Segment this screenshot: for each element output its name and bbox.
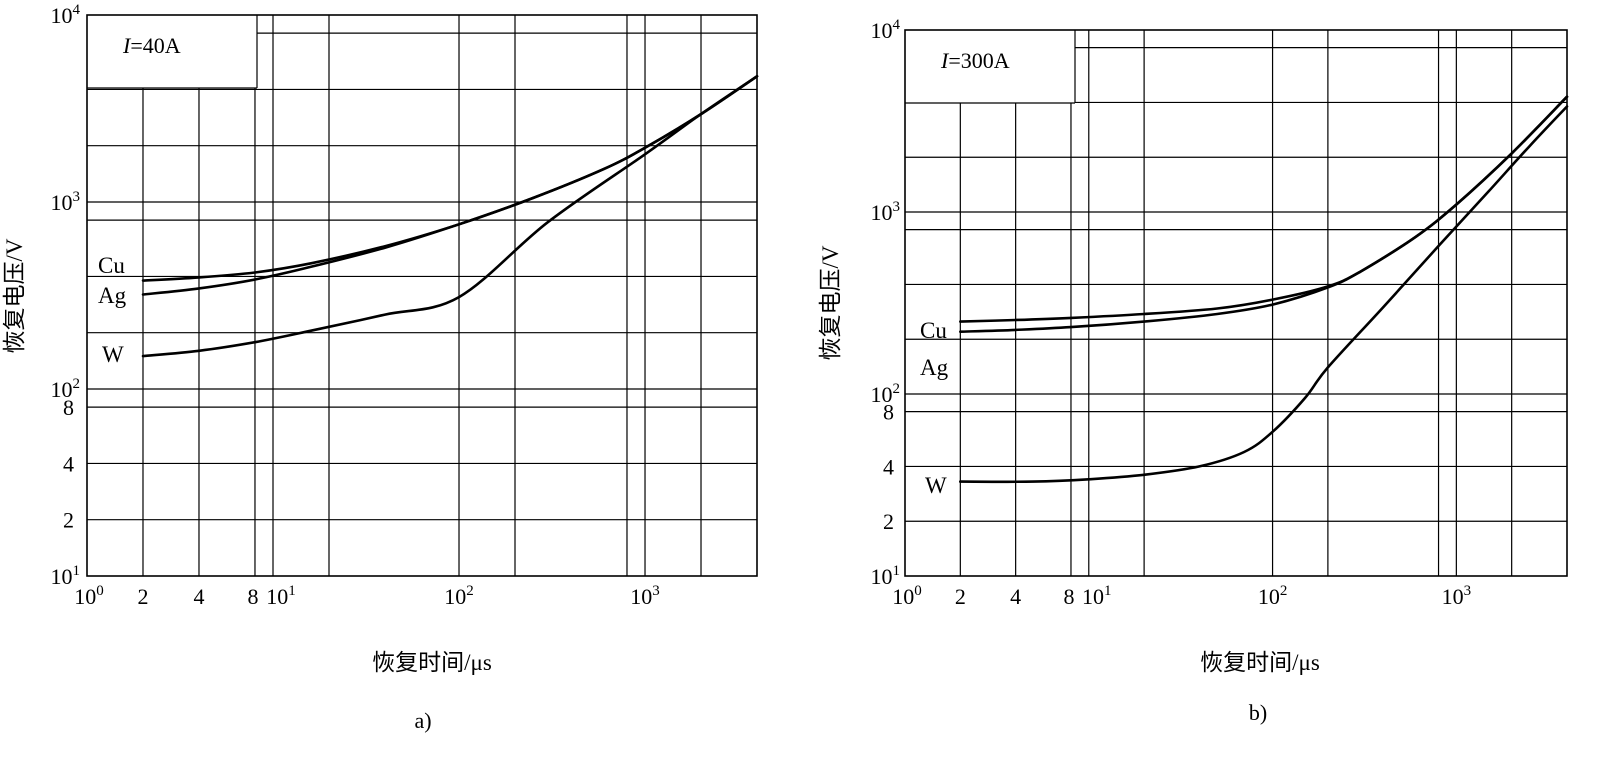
panel-label: a) (414, 708, 431, 733)
x-tick-label: 100 (74, 583, 104, 609)
x-tick-label: 2 (955, 584, 966, 609)
y-tick-label: 8 (883, 400, 894, 425)
x-tick-label: 103 (1442, 583, 1472, 609)
y-tick-label: 2 (63, 508, 74, 533)
y-tick-label: 104 (871, 17, 901, 43)
x-tick-label: 8 (1063, 584, 1074, 609)
condition-label: I=40A (122, 33, 181, 58)
series-line-ag (141, 75, 759, 296)
series-line-cu (141, 75, 759, 282)
x-tick-label: 101 (266, 583, 296, 609)
y-tick-label: 4 (63, 451, 74, 476)
y-tick-label: 8 (63, 395, 74, 420)
series-line-cu (959, 95, 1569, 323)
y-tick-label: 103 (871, 199, 901, 225)
x-tick-label: 8 (247, 584, 258, 609)
series-line-ag (959, 95, 1569, 333)
y-tick-label: 102 (51, 376, 81, 402)
x-tick-label: 103 (630, 583, 660, 609)
y-axis-label: 恢复电压/V (2, 238, 27, 353)
y-tick-label: 103 (51, 189, 81, 215)
y-tick-label: 101 (51, 563, 81, 589)
x-tick-label: 4 (193, 584, 204, 609)
y-axis-label: 恢复电压/V (818, 245, 843, 360)
x-axis-label: 恢复时间/μs (372, 650, 492, 675)
series-label-ag: Ag (920, 355, 949, 380)
x-tick-label: 102 (1258, 583, 1288, 609)
y-tick-label: 2 (883, 509, 894, 534)
x-tick-label: 100 (892, 583, 922, 609)
series-label-cu: Cu (920, 318, 947, 343)
panel-label: b) (1249, 700, 1267, 725)
series-label-ag: Ag (98, 283, 127, 308)
condition-label: I=300A (940, 48, 1010, 73)
plot-frame (904, 29, 1568, 577)
plot-frame (86, 14, 758, 577)
y-tick-label: 104 (51, 2, 81, 28)
series-line-w (141, 75, 759, 358)
x-tick-label: 4 (1010, 584, 1021, 609)
x-tick-label: 101 (1082, 583, 1112, 609)
y-tick-label: 101 (871, 563, 901, 589)
series-label-cu: Cu (98, 253, 125, 278)
x-tick-label: 102 (444, 583, 474, 609)
y-tick-label: 102 (871, 381, 901, 407)
y-tick-label: 4 (883, 454, 894, 479)
series-label-w: W (925, 473, 947, 498)
x-tick-label: 2 (137, 584, 148, 609)
x-axis-label: 恢复时间/μs (1200, 650, 1320, 675)
series-label-w: W (102, 342, 124, 367)
series-line-w (959, 105, 1569, 484)
